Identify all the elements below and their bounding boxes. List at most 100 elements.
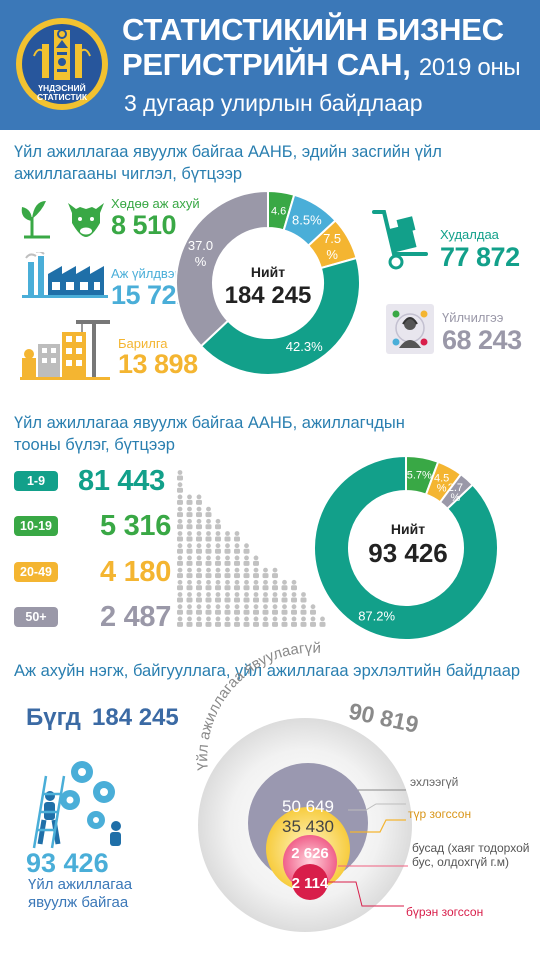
not-started-label: эхлээгүй — [410, 775, 458, 789]
temp-stopped-circle — [266, 807, 350, 891]
person-icon — [291, 579, 297, 591]
group-value-10-19: 5 316 — [100, 510, 172, 542]
person-icon — [224, 579, 231, 591]
donut2-slice-label-3: 2.7% — [448, 482, 463, 504]
donut1-slice-label-1: 8.5% — [292, 213, 322, 228]
person-icon — [253, 567, 259, 579]
person-icon — [224, 543, 231, 554]
person-icon — [205, 518, 212, 530]
person-icon — [177, 482, 183, 493]
active-label: Үйл ажиллагаа явуулж байгаа — [28, 876, 132, 912]
person-icon — [272, 616, 278, 627]
person-icon — [196, 518, 202, 530]
person-icon — [234, 531, 240, 542]
service-label: Үйлчилгээ — [442, 310, 504, 325]
person-icon — [243, 579, 250, 591]
person-icon — [224, 592, 231, 603]
person-icon — [186, 567, 193, 579]
service-icon — [386, 304, 434, 354]
person-icon — [291, 616, 297, 627]
section3-title: Аж ахуйн нэгж, байгууллага, үйл ажиллага… — [14, 662, 521, 680]
section1-title-line2: ажиллагааны чиглэл, бүтцээр — [14, 165, 243, 183]
person-icon — [281, 579, 288, 591]
title-line-1: СТАТИСТИКИЙН БИЗНЕС — [122, 12, 504, 47]
not-started-value: 50 649 — [282, 797, 334, 816]
person-icon — [262, 616, 269, 627]
person-icon — [243, 592, 250, 603]
person-icon — [205, 616, 212, 627]
person-icon — [215, 616, 221, 627]
person-icon — [234, 592, 240, 603]
donut1-center-value: 184 245 — [224, 282, 312, 309]
person-icon — [224, 531, 231, 542]
person-icon — [205, 531, 212, 542]
person-icon — [215, 518, 221, 530]
temp-stopped-value: 35 430 — [282, 817, 334, 836]
person-icon — [310, 616, 316, 627]
person-icon — [205, 579, 212, 591]
person-icon — [215, 604, 221, 615]
person-icon — [262, 579, 269, 591]
person-icon — [177, 518, 183, 530]
person-icon — [215, 531, 221, 542]
group-tag-50plus: 50+ — [14, 607, 58, 627]
outer-circle — [198, 718, 412, 932]
person-icon — [215, 592, 221, 603]
person-icon — [186, 494, 193, 505]
logo-text-1: ҮНДЭСНИЙ — [38, 82, 85, 93]
person-icon — [177, 555, 183, 566]
trade-label: Худалдаа — [440, 227, 499, 242]
person-icon — [253, 579, 259, 591]
person-icon — [177, 592, 183, 603]
donut1-slice-2 — [306, 219, 358, 270]
person-icon — [215, 555, 221, 566]
person-icon — [177, 604, 183, 615]
donut1-slice-label-4: 37.0% — [188, 238, 213, 269]
section1-title-line1: Үйл ажиллагаа явуулж байгаа ААНБ, эдийн … — [14, 143, 442, 161]
temp-stopped-label: түр зогссон — [408, 807, 471, 821]
active-value: 93 426 — [26, 848, 109, 878]
construction-value: 13 898 — [118, 349, 198, 379]
person-icon — [234, 604, 240, 615]
donut2-center-value: 93 426 — [368, 538, 448, 568]
person-icon — [177, 494, 183, 505]
person-icon — [186, 592, 193, 603]
person-icon — [281, 616, 288, 627]
group-value-50plus: 2 487 — [100, 601, 172, 633]
donut2-slice-3 — [438, 472, 475, 511]
person-icon — [177, 543, 183, 554]
header-banner: ҮНДЭСНИЙ СТАТИСТИК СТАТИСТИКИЙН БИЗНЕС Р… — [0, 0, 540, 130]
person-icon — [291, 592, 297, 603]
person-icon — [281, 604, 288, 615]
person-icon — [310, 604, 316, 615]
section2-title-line2: тооны бүлэг, бүтцээр — [14, 436, 175, 454]
person-icon — [291, 604, 297, 615]
industry-value: 15 722 — [111, 280, 191, 310]
person-icon — [186, 543, 193, 554]
person-icon — [224, 604, 231, 615]
group-value-20-49: 4 180 — [100, 556, 172, 588]
fully-stopped-label: бүрэн зогссон — [406, 905, 483, 919]
person-icon — [234, 543, 240, 554]
title-line-2: РЕГИСТРИЙН САН, — [122, 47, 411, 82]
active-label-line1: Үйл ажиллагаа — [28, 876, 133, 893]
person-icon — [215, 567, 221, 579]
person-icon — [253, 616, 259, 627]
group-tag-1-9: 1-9 — [14, 471, 58, 491]
person-icon — [177, 616, 183, 627]
person-icon — [300, 616, 307, 627]
person-icon — [234, 555, 240, 566]
person-icon — [262, 567, 269, 579]
person-icon — [196, 555, 202, 566]
person-icon — [196, 616, 202, 627]
person-icon — [186, 555, 193, 566]
section2-title: Үйл ажиллагаа явуулж байгаа ААНБ, ажилла… — [14, 412, 405, 456]
donut2-center-label: Нийт — [390, 521, 426, 537]
person-icon — [186, 604, 193, 615]
person-icon — [186, 506, 193, 518]
logo-text-2: СТАТИСТИК — [37, 92, 88, 102]
person-icon — [224, 555, 231, 566]
nso-logo: ҮНДЭСНИЙ СТАТИСТИК — [16, 18, 108, 110]
person-icon — [186, 616, 193, 627]
person-icon — [196, 604, 202, 615]
